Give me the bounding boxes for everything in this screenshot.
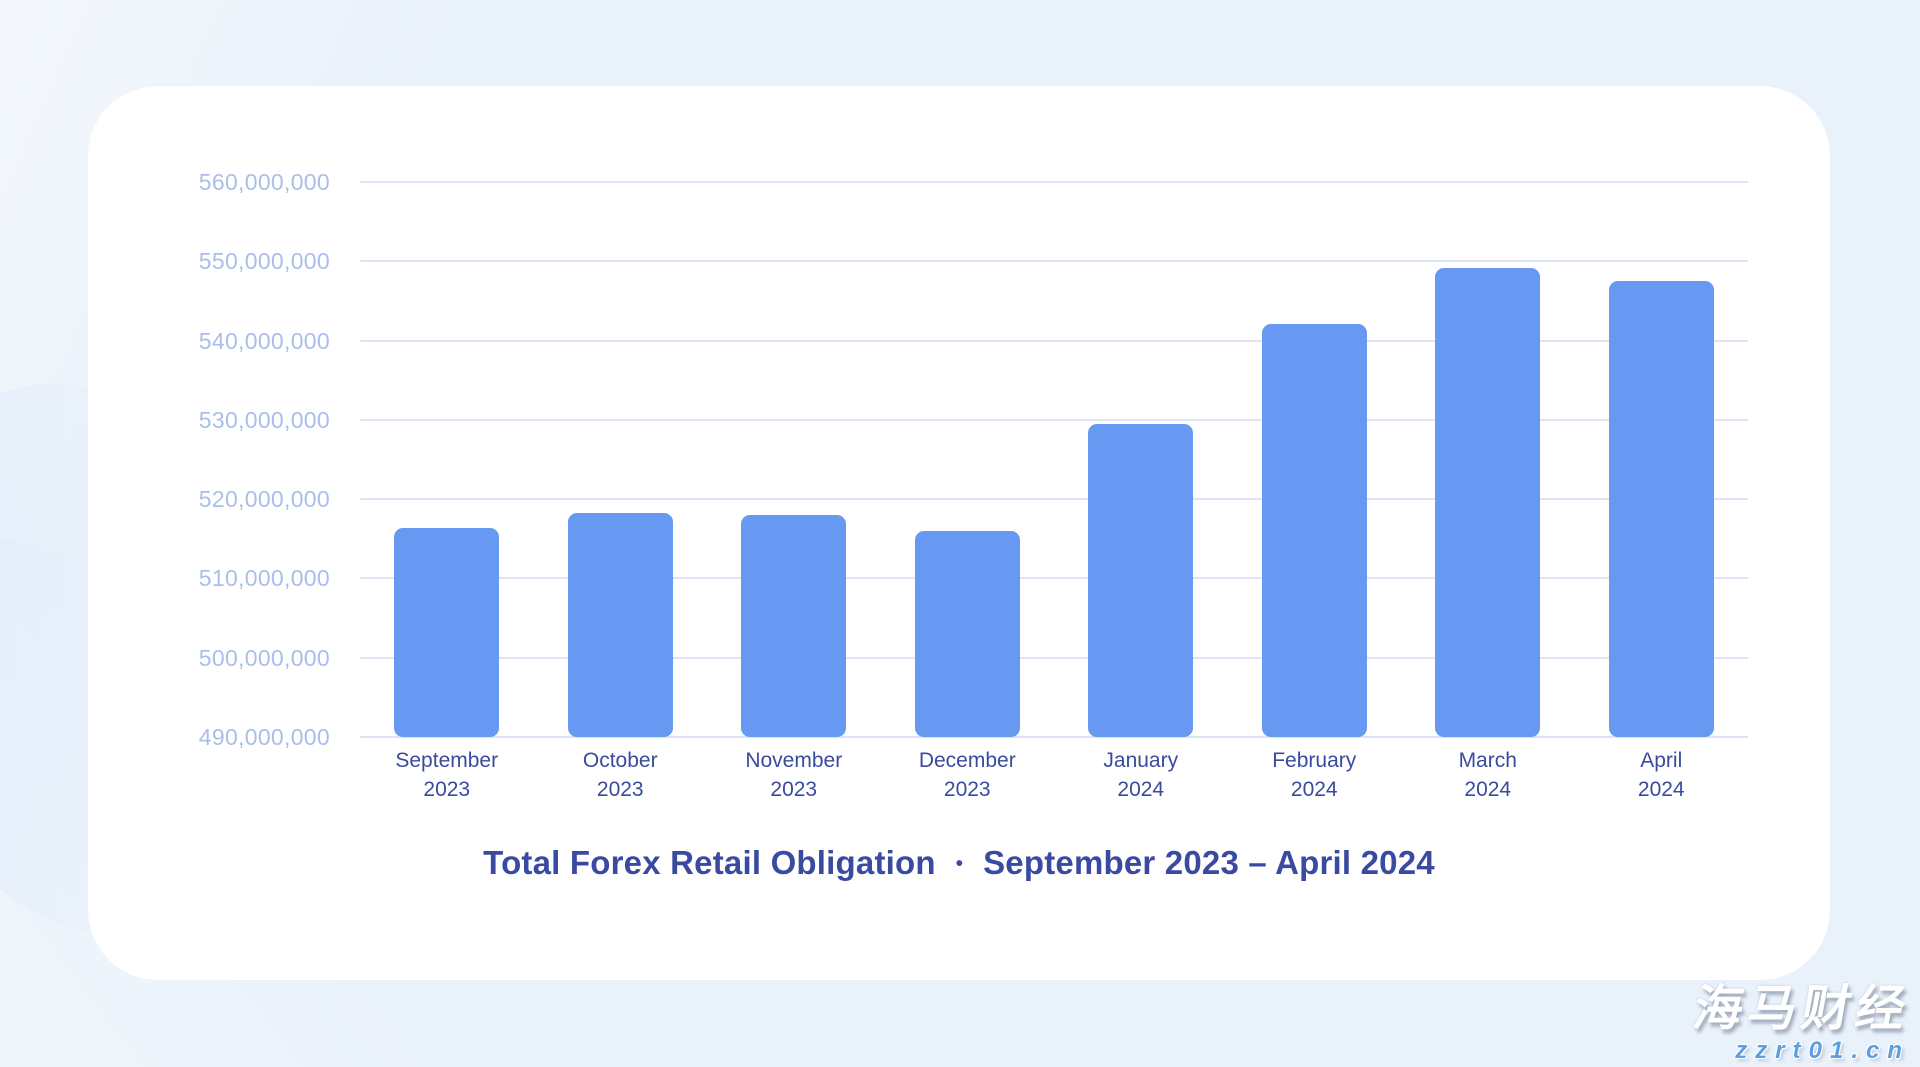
x-axis-tick-label: February 2024 [1228,746,1402,804]
y-axis-tick-label: 540,000,000 [198,327,330,354]
gridline [360,181,1748,183]
chart-title: Total Forex Retail Obligation • September … [88,844,1830,882]
bar-october-2023 [567,513,673,737]
x-tick-month: September [395,749,499,772]
bar-march-2024 [1435,267,1541,737]
x-tick-month: December [918,749,1016,772]
y-axis-tick-label: 520,000,000 [198,486,330,513]
y-axis-tick-label: 490,000,000 [198,724,330,750]
x-axis-tick-label: October 2023 [534,746,708,804]
x-axis-tick-label: April 2024 [1575,746,1749,804]
x-axis-tick-label: December 2023 [881,746,1055,804]
y-axis-tick-label: 500,000,000 [198,644,330,671]
chart-card: 560,000,000 550,000,000 540,000,000 530,000… [88,86,1830,980]
bar-september-2023 [394,528,500,737]
x-tick-year: 2024 [1637,778,1685,801]
x-tick-year: 2024 [1117,778,1165,801]
x-tick-year: 2023 [943,778,991,801]
gridline [360,577,1748,580]
y-axis-tick-label: 510,000,000 [198,565,330,592]
x-tick-year: 2024 [1464,778,1512,801]
x-tick-month: March [1458,749,1517,772]
bar-april-2024 [1608,281,1714,737]
x-tick-year: 2023 [596,778,644,801]
x-tick-month: April [1640,749,1683,772]
bar-november-2023 [741,515,847,737]
gridline [360,498,1748,501]
bar-february-2024 [1261,323,1367,737]
x-axis-tick-label: March 2024 [1401,746,1575,804]
x-axis-tick-label: January 2024 [1054,746,1228,804]
bar-chart-plot-area [360,181,1748,738]
gridline [360,656,1748,659]
bar-december-2023 [914,530,1020,737]
x-tick-year: 2023 [770,778,818,801]
x-axis-tick-label: September 2023 [360,746,534,804]
watermark-brand-text: 海马财经 [1689,981,1915,1036]
x-tick-year: 2024 [1290,778,1338,801]
chart-title-period: September 2023 – April 2024 [983,844,1435,881]
x-tick-year: 2023 [423,778,471,801]
x-tick-month: February [1272,749,1357,772]
x-tick-month: October [582,749,658,772]
x-axis-tick-label: November 2023 [707,746,881,804]
gridline [360,736,1748,738]
watermark: 海马财经 zzrt01.cn [1689,982,1915,1065]
watermark-site-url: zzrt01.cn [1735,1037,1910,1064]
gridline [360,260,1748,263]
y-axis-tick-label: 550,000,000 [198,248,330,275]
gridline [360,339,1748,342]
x-axis: September 2023 October 2023 November 2023 Dece… [360,746,1748,816]
chart-title-separator-dot: • [955,852,964,876]
gridline [360,418,1748,421]
x-tick-month: January [1103,749,1179,772]
y-axis-tick-label: 530,000,000 [198,406,330,433]
x-tick-month: November [745,749,843,772]
chart-title-main: Total Forex Retail Obligation [483,844,936,881]
y-axis: 560,000,000 550,000,000 540,000,000 530,000… [88,169,330,750]
y-axis-tick-label: 560,000,000 [198,169,330,195]
bar-january-2024 [1088,423,1194,737]
